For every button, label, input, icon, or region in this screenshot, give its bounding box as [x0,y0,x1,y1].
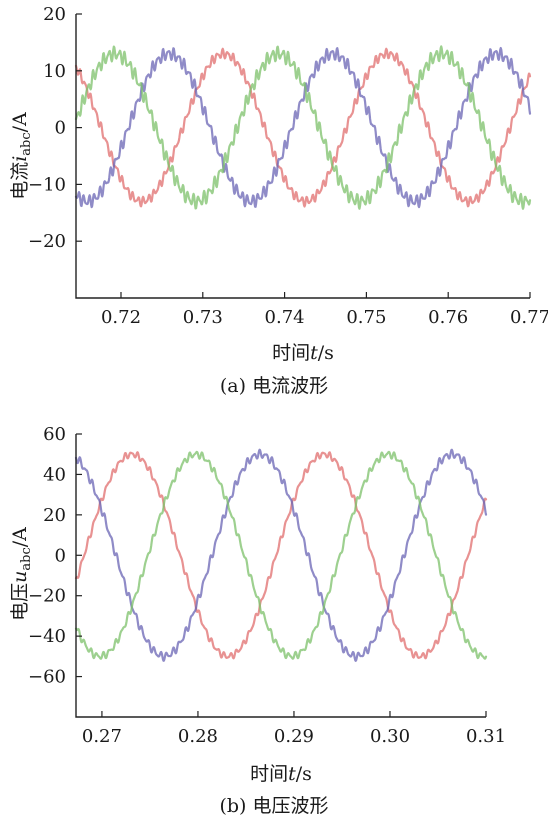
y-tick-label: 20 [43,505,66,526]
x-axis-title: 时间t/s [272,342,334,364]
y-tick-label: −20 [28,586,66,607]
y-ticks: 20 10 0 −10 −20 [28,4,82,252]
y-ticks: 60 40 20 0 −20 −40 −60 [28,424,82,688]
y-tick-label: −60 [28,667,66,688]
series-line-1 [74,451,488,660]
x-tick-label: 0.28 [178,726,218,747]
y-tick-label: −10 [28,174,66,195]
x-tick-label: 0.74 [265,307,305,328]
y-tick-label: −40 [28,626,66,647]
y-tick-label: 0 [55,118,66,139]
y-tick-label: 60 [43,424,66,445]
x-tick-label: 0.30 [370,726,410,747]
x-ticks: 0.72 0.73 0.74 0.75 0.76 0.77 [101,292,548,328]
chart-voltage: 60 40 20 0 −20 −40 −60 0.27 0.28 0.29 0.30 0.31 电压… [9,424,506,817]
x-tick-label: 0.27 [82,726,122,747]
plot-area-current [74,45,532,210]
y-axis-line [75,14,530,299]
x-tick-label: 0.31 [466,726,506,747]
x-tick-label: 0.76 [428,307,468,328]
x-tick-label: 0.77 [510,307,548,328]
series-line-2 [74,448,488,662]
x-tick-label: 0.73 [183,307,223,328]
series-line-3 [74,450,488,660]
x-axis-title: 时间t/s [250,763,312,785]
y-tick-label: 0 [55,545,66,566]
x-tick-label: 0.72 [101,307,141,328]
x-tick-label: 0.75 [346,307,386,328]
plot-area-voltage [74,448,488,662]
y-tick-label: 10 [43,61,66,82]
y-tick-label: −20 [28,231,66,252]
x-tick-label: 0.29 [274,726,314,747]
y-tick-label: 40 [43,464,66,485]
y-tick-label: 20 [43,4,66,25]
series-line-3 [74,45,532,210]
caption-voltage: (b) 电压波形 [219,795,328,817]
series-line-2 [74,46,532,209]
y-axis-title: 电流iabc/A [9,112,34,200]
y-axis-title: 电压uabc/A [9,527,34,621]
x-ticks: 0.27 0.28 0.29 0.30 0.31 [82,711,506,747]
y-axis-line [75,434,486,718]
caption-current: (a) 电流波形 [220,375,328,397]
chart-current: 20 10 0 −10 −20 0.72 0.73 0.74 0.75 0.76 0.77 电流i… [9,4,548,397]
series-line-1 [74,47,532,208]
